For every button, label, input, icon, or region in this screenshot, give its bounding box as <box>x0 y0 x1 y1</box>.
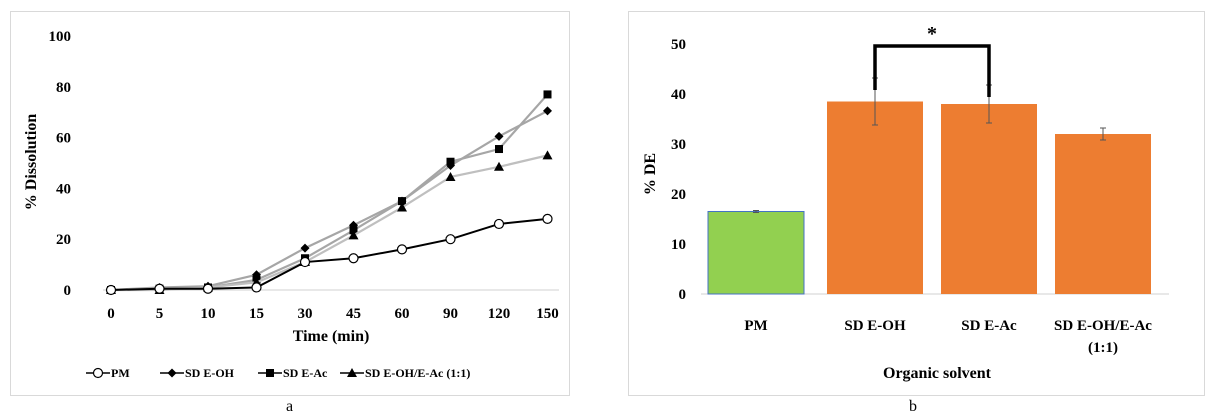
data-point-pm-5 <box>348 253 359 264</box>
x-tick-label-sd-e-ac: SD E-Ac <box>961 318 1017 334</box>
y-tick-label-100: 100 <box>49 29 72 45</box>
dissolution-line-chart: 0 20 40 60 80 100 0 5 10 15 30 45 60 90 120 150 Time (mi… <box>23 29 559 380</box>
y-tick-label-0: 0 <box>679 287 687 303</box>
series-sd-e-ac <box>107 90 552 294</box>
data-point-sd-e-oh-e-ac-1-1-6 <box>397 202 407 212</box>
legend-marker-sd-e-oh-e-ac-1-1 <box>347 368 357 377</box>
data-point-sd-e-ac-5 <box>349 226 358 235</box>
x-tick-label-5: 5 <box>156 306 164 322</box>
x-tick-label-45: 45 <box>346 306 361 322</box>
data-point-sd-e-ac-6 <box>398 197 406 206</box>
series-line-sd-e-oh-e-ac-1-1 <box>111 154 548 292</box>
panel-label-b: b <box>909 398 917 415</box>
legend: PM SD E-OH SD E-Ac SD E-OH/E-Ac (1:1) <box>86 366 470 380</box>
x-tick-label-pm: PM <box>744 318 767 334</box>
legend-marker-sd-e-ac <box>266 369 274 377</box>
y-axis-title: % Dissolution <box>23 114 40 211</box>
data-point-pm-6 <box>396 244 408 255</box>
x-axis-title: Organic solvent <box>883 365 992 382</box>
x-axis-title: Time (min) <box>293 328 370 345</box>
de-bar-chart: 0 10 20 30 40 50 PM SD E-OH SD E-Ac SD E-OH/E-Ac(… <box>642 23 1169 382</box>
legend-label-sd-e-oh: SD E-OH <box>185 366 235 380</box>
y-tick-label-20: 20 <box>56 232 71 248</box>
y-tick-label-40: 40 <box>671 87 686 103</box>
bar-pm <box>707 211 805 295</box>
data-point-pm-1 <box>154 283 165 294</box>
series-sd-e-oh <box>106 106 552 295</box>
data-point-pm-2 <box>202 283 214 294</box>
legend-label-sd-e-oh-e-ac-1-1: SD E-OH/E-Ac (1:1) <box>365 366 470 380</box>
y-tick-label-50: 50 <box>671 37 686 53</box>
series-pm <box>105 213 553 296</box>
x-tick-label-sd-e-oh-e-ac-1-1: SD E-OH/E-Ac (1:1) <box>1054 318 1152 356</box>
data-point-sd-e-ac-9 <box>543 90 552 99</box>
y-tick-label-60: 60 <box>56 131 71 147</box>
panel-label-a: a <box>286 398 294 415</box>
de-bar-chart-panel: 0 10 20 30 40 50 PM SD E-OH SD E-Ac SD E-OH/E-Ac(… <box>628 11 1205 396</box>
data-point-pm-0 <box>105 284 117 296</box>
data-point-sd-e-oh-4 <box>300 243 310 253</box>
x-tick-label-150: 150 <box>536 306 559 322</box>
data-point-sd-e-oh-e-ac-1-1-8 <box>494 161 504 171</box>
data-point-sd-e-oh-e-ac-1-1-5 <box>348 230 359 240</box>
x-tick-label-90: 90 <box>443 306 458 322</box>
y-tick-label-80: 80 <box>56 80 71 96</box>
series-sd-e-oh-e-ac-1-1 <box>106 150 553 294</box>
data-point-sd-e-oh-8 <box>494 131 504 141</box>
data-point-pm-7 <box>445 234 456 245</box>
significance-star: * <box>927 23 937 45</box>
legend-label-sd-e-ac: SD E-Ac <box>283 366 328 380</box>
y-tick-label-20: 20 <box>671 187 686 203</box>
bar-sd-e-oh-e-ac-1-1 <box>1055 134 1151 294</box>
x-tick-label-sd-e-oh: SD E-OH <box>844 318 906 334</box>
series-line-pm <box>110 217 548 291</box>
data-point-pm-8 <box>493 218 505 230</box>
bar-sd-e-oh <box>827 101 923 294</box>
data-point-pm-9 <box>542 213 553 224</box>
legend-marker-sd-e-oh <box>167 368 177 378</box>
legend-label-pm: PM <box>111 366 130 380</box>
y-tick-label-30: 30 <box>671 137 686 153</box>
dissolution-chart-panel: 0 20 40 60 80 100 0 5 10 15 30 45 60 90 120 150 Time (mi… <box>10 11 570 396</box>
significance-bracket: * <box>873 23 991 97</box>
x-tick-label-60: 60 <box>395 306 410 322</box>
y-tick-label-10: 10 <box>671 237 686 253</box>
bar-sd-e-ac <box>941 104 1037 294</box>
y-axis-title: % DE <box>642 153 659 195</box>
data-point-pm-3 <box>251 282 262 293</box>
data-point-sd-e-oh-e-ac-1-1-9 <box>542 150 553 160</box>
x-tick-label-120: 120 <box>488 306 511 322</box>
data-point-sd-e-oh-e-ac-1-1-7 <box>445 171 456 181</box>
x-tick-label-30: 30 <box>298 306 313 322</box>
y-tick-label-0: 0 <box>64 283 72 299</box>
data-point-sd-e-oh-9 <box>543 106 552 116</box>
legend-marker-pm <box>92 367 104 379</box>
x-tick-label-0: 0 <box>107 306 115 322</box>
data-point-sd-e-ac-8 <box>495 145 503 154</box>
series-line-sd-e-oh <box>110 109 549 292</box>
x-tick-label-15: 15 <box>249 306 264 322</box>
data-point-pm-4 <box>299 256 311 268</box>
x-tick-label-10: 10 <box>201 306 216 322</box>
data-point-sd-e-ac-7 <box>446 157 455 166</box>
significance-bracket-line <box>873 44 991 97</box>
y-tick-label-40: 40 <box>56 181 71 197</box>
